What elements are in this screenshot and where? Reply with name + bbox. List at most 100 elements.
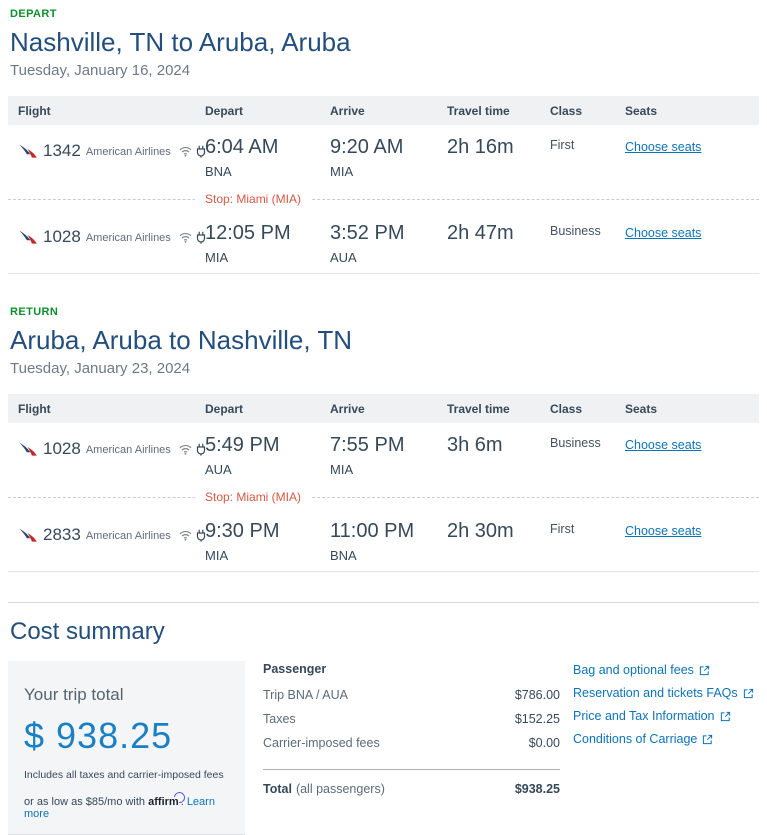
wifi-icon xyxy=(179,444,192,455)
trip-total-label: Your trip total xyxy=(24,685,124,704)
column-header-arrive: Arrive xyxy=(330,103,365,118)
passenger-header: Passenger xyxy=(263,662,327,676)
arrive-time: 9:20 AM xyxy=(330,136,404,158)
column-header-flight: Flight xyxy=(18,103,51,118)
link-label: Bag and optional fees xyxy=(573,663,694,677)
cabin-class: First xyxy=(550,138,575,152)
carrier-name: American Airlines xyxy=(85,444,171,456)
depart-label: DEPART xyxy=(10,8,57,20)
travel-time: 2h 47m xyxy=(447,222,514,244)
choose-seats-link[interactable]: Choose seats xyxy=(625,438,702,452)
bag-and-optional-fees-link[interactable]: Bag and optional fees xyxy=(573,662,754,678)
trip-total-amount: $ 938.25 xyxy=(24,715,173,756)
depart-date: Tuesday, January 16, 2024 xyxy=(10,62,191,79)
cost-row: Carrier-imposed fees $0.00 xyxy=(263,731,560,755)
american-airlines-eagle-icon xyxy=(18,230,38,244)
return-route-title: Aruba, Aruba to Nashville, TN xyxy=(10,325,353,355)
american-airlines-eagle-icon xyxy=(18,144,38,158)
total-label: Total xyxy=(263,782,292,796)
conditions-of-carriage-link[interactable]: Conditions of Carriage xyxy=(573,731,754,747)
total-divider xyxy=(263,769,560,770)
return-section: RETURN Aruba, Aruba to Nashville, TN Tue… xyxy=(8,306,759,572)
choose-seats-link[interactable]: Choose seats xyxy=(625,524,702,538)
cost-row-label: Taxes xyxy=(263,712,296,726)
stop-note: Stop: Miami (MIA) xyxy=(195,490,312,504)
reservation-and-tickets-faqs-link[interactable]: Reservation and tickets FAQs xyxy=(573,685,754,701)
arrive-airport-code: MIA xyxy=(330,164,354,179)
depart-airport-code: MIA xyxy=(205,548,229,563)
wifi-icon xyxy=(179,146,192,157)
arrive-airport-code: AUA xyxy=(330,250,357,265)
total-row: Total (all passengers) $938.25 xyxy=(263,770,560,796)
financing-offer: or as low as $85/mo with affirm. Learn m… xyxy=(24,796,229,820)
travel-time: 3h 6m xyxy=(447,434,503,456)
cabin-class: Business xyxy=(550,436,601,450)
flight-number: 2833 xyxy=(43,525,81,544)
cabin-class: First xyxy=(550,522,575,536)
choose-seats-link[interactable]: Choose seats xyxy=(625,140,702,154)
learn-more-link[interactable]: Learn more xyxy=(24,796,215,820)
arrive-time: 3:52 PM xyxy=(330,222,405,244)
flight-row: 2833 American Airlines 9:30 PM MIA 11:00 … xyxy=(8,509,759,571)
depart-route-title: Nashville, TN to Aruba, Aruba xyxy=(10,27,351,57)
power-outlet-icon xyxy=(196,231,206,244)
flight-number: 1028 xyxy=(43,227,81,246)
depart-section: DEPART Nashville, TN to Aruba, Aruba Tue… xyxy=(8,8,759,274)
flight-row: 1342 American Airlines 6:04 AM BNA 9:20 A… xyxy=(8,125,759,187)
depart-time: 5:49 PM xyxy=(205,434,280,456)
cabin-class: Business xyxy=(550,224,601,238)
cost-summary-section: Cost summary Your trip total $ 938.25 In… xyxy=(8,602,759,835)
flight-table-header: Flight Depart Arrive Travel time Class S… xyxy=(8,96,759,125)
arrive-time: 7:55 PM xyxy=(330,434,405,456)
column-header-travel-time: Travel time xyxy=(447,103,510,118)
american-airlines-eagle-icon xyxy=(18,442,38,456)
external-link-icon xyxy=(703,734,713,744)
external-link-icon xyxy=(743,688,753,698)
passenger-cost-breakdown: Passenger Trip BNA / AUA $786.00 Taxes $… xyxy=(263,661,560,796)
cost-row: Trip BNA / AUA $786.00 xyxy=(263,683,560,707)
return-date: Tuesday, January 23, 2024 xyxy=(10,360,191,377)
column-header-arrive: Arrive xyxy=(330,401,365,416)
column-header-seats: Seats xyxy=(625,103,658,118)
depart-time: 6:04 AM xyxy=(205,136,279,158)
affirm-wordmark: affirm xyxy=(148,796,179,808)
depart-time: 9:30 PM xyxy=(205,520,280,542)
carrier-name: American Airlines xyxy=(85,530,171,542)
travel-time: 2h 16m xyxy=(447,136,514,158)
cost-row-label: Trip BNA / AUA xyxy=(263,688,348,702)
price-and-tax-information-link[interactable]: Price and Tax Information xyxy=(573,708,754,724)
flight-row: 1028 American Airlines 12:05 PM MIA 3:52 … xyxy=(8,211,759,273)
trip-total-note: Includes all taxes and carrier-imposed f… xyxy=(24,769,224,781)
column-header-seats: Seats xyxy=(625,401,658,416)
stop-note: Stop: Miami (MIA) xyxy=(195,192,312,206)
column-header-class: Class xyxy=(550,103,583,118)
travel-time: 2h 30m xyxy=(447,520,514,542)
american-airlines-eagle-icon xyxy=(18,528,38,542)
choose-seats-link[interactable]: Choose seats xyxy=(625,226,702,240)
carrier-name: American Airlines xyxy=(85,146,171,158)
carrier-name: American Airlines xyxy=(85,232,171,244)
depart-flight-table: Flight Depart Arrive Travel time Class S… xyxy=(8,96,759,274)
depart-airport-code: AUA xyxy=(205,462,232,477)
depart-airport-code: MIA xyxy=(205,250,229,265)
flight-table-header: Flight Depart Arrive Travel time Class S… xyxy=(8,394,759,423)
cost-row-value: $0.00 xyxy=(528,736,560,750)
column-header-depart: Depart xyxy=(205,103,244,118)
trip-total-box: Your trip total $ 938.25 Includes all ta… xyxy=(8,661,245,835)
helpful-links: Bag and optional fees Reservation and ti… xyxy=(573,661,754,754)
column-header-depart: Depart xyxy=(205,401,244,416)
flight-number: 1342 xyxy=(43,141,81,160)
link-label: Price and Tax Information xyxy=(573,709,715,723)
return-flight-table: Flight Depart Arrive Travel time Class S… xyxy=(8,394,759,572)
cost-summary-title: Cost summary xyxy=(10,618,165,645)
financing-text: or as low as $85/mo with xyxy=(24,796,149,808)
depart-time: 12:05 PM xyxy=(205,222,291,244)
cost-row-value: $786.00 xyxy=(514,688,560,702)
column-header-flight: Flight xyxy=(18,401,51,416)
arrive-airport-code: BNA xyxy=(330,548,357,563)
flight-number: 1028 xyxy=(43,439,81,458)
wifi-icon xyxy=(179,232,192,243)
return-label: RETURN xyxy=(10,306,59,318)
total-note: (all passengers) xyxy=(295,782,385,796)
